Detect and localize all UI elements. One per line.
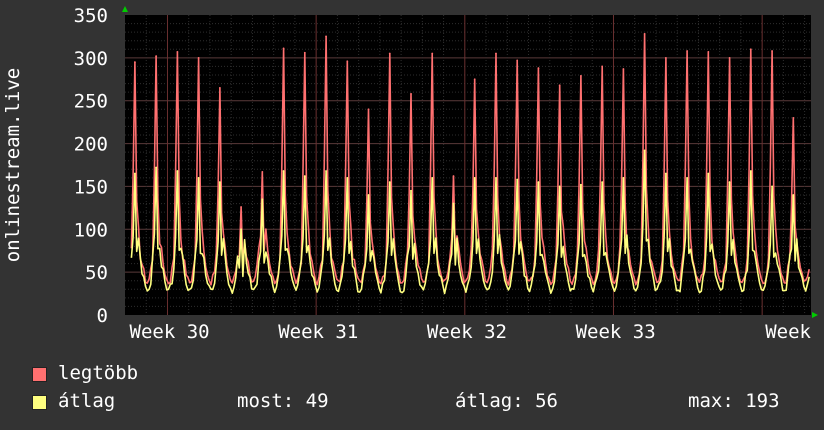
data-point: [580, 74, 582, 77]
data-point: [728, 56, 731, 59]
y-tick-label: 350: [74, 5, 108, 27]
data-point: [410, 189, 412, 192]
data-point: [601, 65, 604, 68]
data-point: [431, 176, 434, 179]
data-point: [218, 181, 221, 184]
y-tick-label: 250: [74, 91, 108, 113]
data-point: [134, 61, 136, 64]
data-point: [686, 176, 689, 179]
data-point: [495, 52, 497, 55]
series-atlag: [130, 149, 810, 295]
data-point: [325, 35, 327, 38]
data-point: [771, 185, 773, 188]
x-axis-arrow: [812, 312, 818, 318]
y-tick-label: 0: [97, 305, 108, 327]
data-point: [155, 166, 158, 169]
x-tick-label: Week 30: [130, 321, 210, 343]
stat-now: most: 49: [237, 390, 329, 412]
y-tick-label: 50: [85, 262, 108, 284]
legend-swatch-legtobb: [32, 367, 47, 382]
x-tick-label: Week 32: [427, 321, 507, 343]
data-point: [643, 149, 646, 152]
data-point: [303, 175, 306, 178]
data-point: [664, 172, 667, 175]
data-point: [580, 183, 582, 186]
y-axis-arrow: [122, 6, 128, 12]
data-point: [622, 176, 625, 179]
data-point: [473, 176, 476, 179]
data-point: [473, 78, 476, 81]
y-tick-label: 100: [74, 219, 108, 241]
data-point: [410, 92, 412, 95]
x-tick-label: Week 31: [278, 321, 358, 343]
data-point: [303, 51, 306, 54]
data-point: [261, 198, 264, 201]
data-point: [218, 86, 221, 89]
data-point: [346, 176, 349, 179]
data-point: [495, 176, 497, 179]
data-point: [452, 175, 455, 178]
y-tick-label: 300: [74, 48, 108, 70]
data-point: [388, 52, 391, 55]
data-point: [707, 50, 710, 53]
data-point: [176, 50, 179, 53]
data-point: [197, 56, 200, 59]
data-point: [240, 228, 243, 231]
data-point: [452, 202, 455, 205]
data-point: [558, 84, 561, 87]
data-point: [516, 59, 519, 62]
y-tick-label: 200: [74, 134, 108, 156]
grid: [125, 15, 811, 315]
data-point: [516, 178, 519, 181]
data-point: [643, 32, 646, 35]
data-point: [367, 108, 370, 111]
data-point: [537, 181, 540, 184]
data-point: [282, 170, 285, 172]
data-point: [664, 56, 667, 59]
legend-label-atlag: átlag: [58, 390, 116, 412]
data-point: [346, 60, 349, 63]
data-point: [325, 170, 327, 172]
data-point: [388, 181, 391, 184]
x-tick-label: Week: [765, 321, 811, 343]
data-point: [134, 172, 136, 175]
data-point: [622, 68, 625, 70]
legend-label-legtobb: legtöbb: [58, 362, 139, 384]
data-point: [728, 181, 731, 184]
legend-swatch-atlag: [32, 395, 47, 410]
data-point: [240, 206, 243, 208]
y-tick-labels: 0 50 100 150 200 250 300 350: [74, 5, 108, 327]
data-point: [558, 185, 561, 188]
data-point: [197, 176, 200, 179]
data-point: [367, 194, 370, 196]
y-axis-label: onlinestream.live: [2, 68, 24, 262]
data-point: [155, 55, 158, 58]
data-point: [601, 181, 604, 184]
data-point: [749, 170, 752, 172]
data-point: [771, 50, 773, 52]
data-point: [282, 47, 285, 50]
data-point: [537, 67, 540, 70]
x-tick-labels: Week 30 Week 31 Week 32 Week 33 Week: [130, 321, 812, 343]
stat-max: max: 193: [688, 390, 780, 412]
data-point: [792, 116, 795, 119]
data-point: [431, 52, 434, 55]
data-point: [176, 170, 179, 172]
data-point: [686, 50, 689, 52]
stat-average: átlag: 56: [455, 390, 558, 412]
x-tick-label: Week 33: [576, 321, 656, 343]
data-point: [749, 48, 752, 51]
y-tick-label: 150: [74, 176, 108, 198]
data-point: [261, 170, 264, 173]
data-point: [792, 194, 795, 196]
data-point: [707, 172, 710, 175]
series-line: [130, 149, 810, 295]
